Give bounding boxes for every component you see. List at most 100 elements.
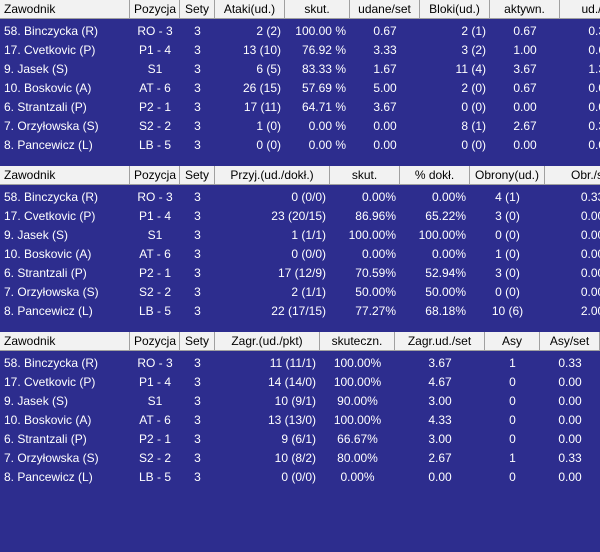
column-header: Przyj.(ud./dokł.) bbox=[215, 166, 330, 185]
table-cell: 100.00 % bbox=[295, 24, 346, 38]
table-cell: 1.67 bbox=[373, 62, 397, 76]
table-cell: 0.00 bbox=[588, 138, 600, 152]
table-cell: 0.67 bbox=[588, 43, 600, 57]
table-cell: 3 bbox=[194, 62, 201, 76]
table-cell: 0.00% bbox=[361, 247, 396, 261]
table-cell: 0 bbox=[509, 375, 516, 389]
column-header: Sety bbox=[180, 332, 215, 351]
table-cell: 4 (1) bbox=[495, 190, 520, 204]
table-cell: 17. Cvetkovic (P) bbox=[4, 209, 96, 223]
table-cell: 1 (0) bbox=[256, 119, 281, 133]
table-cell: 23 (20/15) bbox=[271, 209, 326, 223]
table-cell: 0.00 bbox=[558, 375, 582, 389]
column-header: udane/set bbox=[350, 0, 420, 19]
table-cell: 3 bbox=[194, 266, 201, 280]
table-cell: 3 bbox=[194, 375, 201, 389]
table-cell: 58. Binczycka (R) bbox=[4, 356, 99, 370]
table-cell: 1.00 bbox=[513, 43, 537, 57]
table-cell: S1 bbox=[147, 62, 163, 76]
table-cell: 0.00% bbox=[361, 190, 396, 204]
table-cell: 2 (0) bbox=[461, 81, 486, 95]
column-header: Zagr.(ud./pkt) bbox=[215, 332, 320, 351]
column-header: skut. bbox=[330, 166, 400, 185]
table-cell: 0 bbox=[509, 413, 516, 427]
table-cell: 58. Binczycka (R) bbox=[4, 24, 99, 38]
column-header: Pozycja bbox=[130, 166, 180, 185]
table-cell: 0.33 bbox=[558, 451, 582, 465]
table-cell: 0.00% bbox=[431, 190, 466, 204]
table-cell: 0 (0/0) bbox=[291, 247, 326, 261]
table-cell: 0.00 bbox=[588, 100, 600, 114]
table-cell: 0 (0/0) bbox=[281, 470, 316, 484]
column-header: Zagr.ud./set bbox=[395, 332, 485, 351]
table-cell: 6 (5) bbox=[256, 62, 281, 76]
table-cell: 0 (0) bbox=[495, 285, 520, 299]
column-header: Asy/set bbox=[540, 332, 600, 351]
column-header: ud./set bbox=[560, 0, 600, 19]
table-cell: 3.00 bbox=[428, 432, 452, 446]
table-cell: 1 bbox=[509, 356, 516, 370]
table-cell: 0.00% bbox=[431, 247, 466, 261]
table-cell: 58. Binczycka (R) bbox=[4, 190, 99, 204]
table-cell: 100.00% bbox=[348, 228, 396, 242]
table-cell: AT - 6 bbox=[139, 81, 171, 95]
table-cell: 17. Cvetkovic (P) bbox=[4, 375, 96, 389]
table-cell: 0.00 bbox=[558, 470, 582, 484]
table-cell: 0.00 bbox=[513, 100, 537, 114]
table-cell: 2 (1) bbox=[461, 24, 486, 38]
table-cell: 57.69 % bbox=[301, 81, 346, 95]
table-cell: 0.00 bbox=[558, 432, 582, 446]
table-cell: 3 (0) bbox=[495, 209, 520, 223]
table-cell: 0.00 bbox=[580, 266, 600, 280]
table-cell: 1 (1/1) bbox=[291, 228, 326, 242]
table-cell: 64.71 % bbox=[301, 100, 346, 114]
table-cell: P2 - 1 bbox=[138, 432, 171, 446]
table-cell: 9. Jasek (S) bbox=[4, 228, 69, 242]
table-cell: 52.94% bbox=[425, 266, 466, 280]
table-cell: 3.00 bbox=[428, 394, 452, 408]
table-cell: 11 (11/1) bbox=[269, 356, 316, 370]
table-cell: S1 bbox=[147, 394, 163, 408]
table-cell: 3.33 bbox=[373, 43, 397, 57]
table-cell: 10. Boskovic (A) bbox=[4, 81, 92, 95]
table-cell: 0.00 bbox=[580, 247, 600, 261]
table-cell: 10 (9/1) bbox=[274, 394, 316, 408]
table-cell: 8. Pancewicz (L) bbox=[4, 470, 93, 484]
table-cell: 0 (0/0) bbox=[291, 190, 326, 204]
table-cell: 0.00 bbox=[373, 138, 397, 152]
column-header: Ataki(ud.) bbox=[215, 0, 285, 19]
table-cell: 0.00% bbox=[340, 470, 375, 484]
table-cell: 0.00 bbox=[373, 119, 397, 133]
column-header: Zawodnik bbox=[0, 166, 130, 185]
table-cell: 9. Jasek (S) bbox=[4, 62, 69, 76]
column-header: Asy bbox=[485, 332, 540, 351]
table-cell: 10 (8/2) bbox=[274, 451, 316, 465]
table-cell: 4.33 bbox=[428, 413, 452, 427]
table-cell: 0.67 bbox=[513, 81, 537, 95]
table-cell: P1 - 4 bbox=[138, 43, 171, 57]
table-cell: S1 bbox=[147, 228, 163, 242]
table-cell: 83.33 % bbox=[301, 62, 346, 76]
table-cell: 100.00% bbox=[333, 413, 382, 427]
table-cell: 3 bbox=[194, 470, 201, 484]
table-cell: 0 (0) bbox=[495, 228, 520, 242]
table-cell: 100.00% bbox=[333, 375, 382, 389]
column-header: Pozycja bbox=[130, 332, 180, 351]
table-cell: AT - 6 bbox=[139, 413, 171, 427]
table-cell: 3 (2) bbox=[461, 43, 486, 57]
table-cell: 0 bbox=[509, 432, 516, 446]
table-cell: RO - 3 bbox=[137, 24, 173, 38]
table-cell: 0.00 % bbox=[308, 119, 346, 133]
table-cell: 2.67 bbox=[428, 451, 452, 465]
table-cell: 0.33 bbox=[580, 190, 600, 204]
table-cell: 77.27% bbox=[355, 304, 396, 318]
table-cell: 0.00 bbox=[580, 285, 600, 299]
table-cell: 7. Orzyłowska (S) bbox=[4, 451, 99, 465]
table-cell: RO - 3 bbox=[137, 190, 173, 204]
table-cell: 2 (1/1) bbox=[291, 285, 326, 299]
table-cell: RO - 3 bbox=[137, 356, 173, 370]
table-cell: 68.18% bbox=[425, 304, 466, 318]
table-cell: 3 bbox=[194, 81, 201, 95]
table-cell: 100.00% bbox=[418, 228, 466, 242]
table-cell: LB - 5 bbox=[138, 304, 171, 318]
